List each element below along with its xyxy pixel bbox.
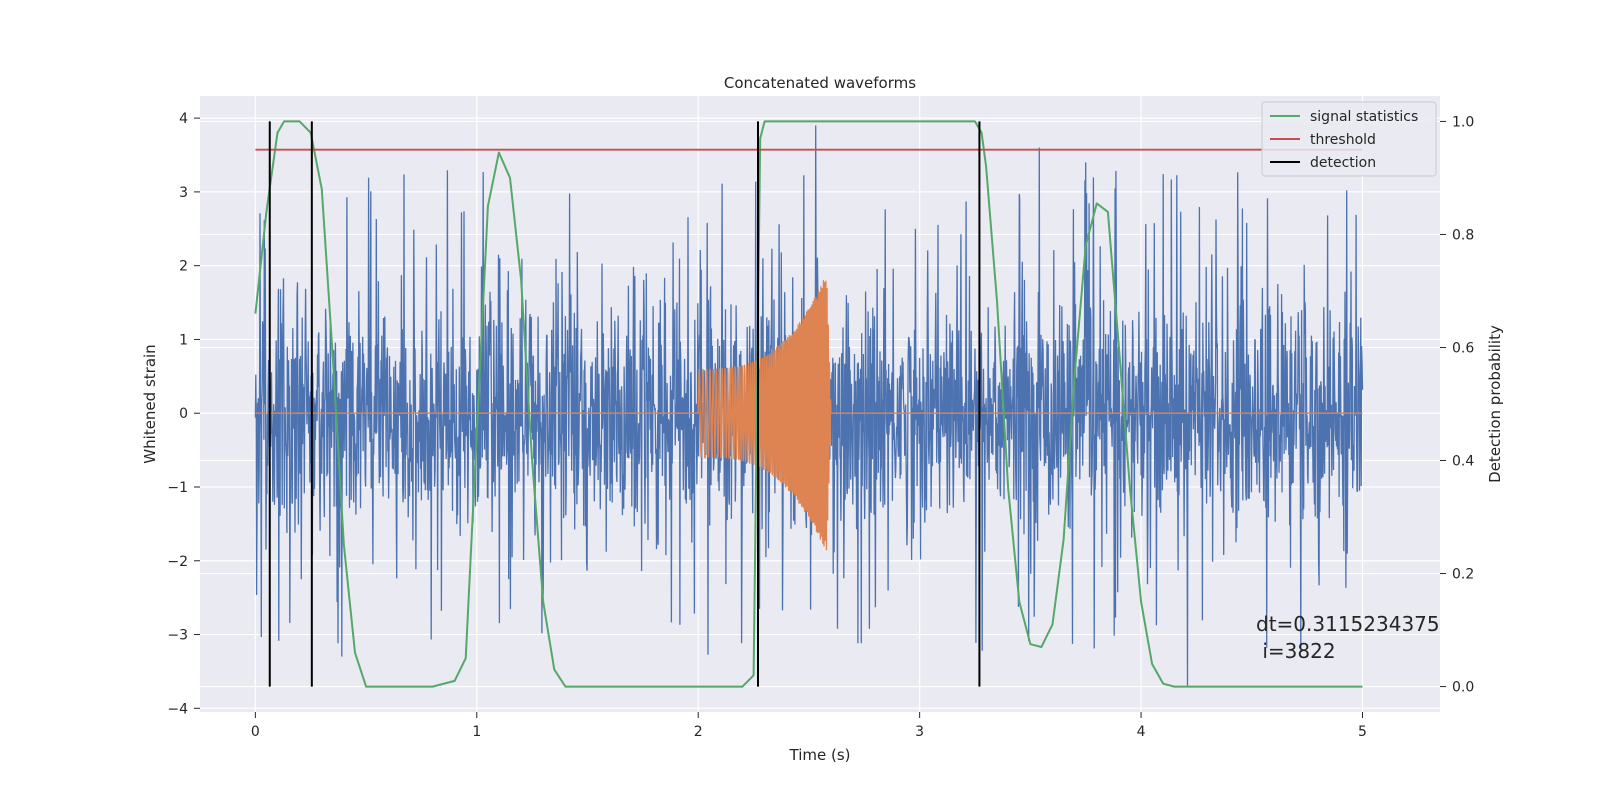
detection-series: [268, 121, 981, 687]
x-tick-label: 3: [915, 724, 924, 740]
legend: signal statistics threshold detection: [1261, 101, 1437, 177]
y-tick-label-right: 0.6: [1452, 340, 1474, 356]
y-tick-label-right: 1.0: [1452, 114, 1474, 130]
y-tick-label-right: 0.2: [1452, 567, 1474, 583]
y-tick-label-left: 3: [179, 185, 188, 201]
x-tick-label: 1: [472, 724, 481, 740]
y-axis-label-right: Detection probability: [1486, 325, 1504, 483]
y-axis-label-left: Whitened strain: [141, 344, 159, 463]
annotation-i: i=3822: [1256, 639, 1336, 663]
y-tick-label-left: −2: [167, 554, 188, 570]
y-tick-label-left: 0: [179, 406, 188, 422]
annotation-dt: dt=0.3115234375: [1256, 612, 1440, 636]
signal-statistics-line: [254, 120, 1363, 688]
y-tick-label-right: 0.4: [1452, 454, 1474, 470]
y-tick-label-left: 2: [179, 259, 188, 275]
y-tick-label-left: 1: [179, 332, 188, 348]
template-line: [255, 280, 1363, 551]
x-tick-label: 5: [1358, 724, 1367, 740]
x-axis-label: Time (s): [789, 746, 851, 764]
axes: 0 1 2 3 4 5 −4 −3 −2 −1 0 1 2 3 4 0.0 0.2 0.4 0.6 0.8 1.0: [167, 111, 1474, 740]
y-tick-label-left: −4: [167, 701, 188, 717]
x-tick-label: 2: [694, 724, 703, 740]
legend-threshold-label: threshold: [1310, 132, 1376, 148]
signal-statistics-series: [254, 120, 1363, 688]
legend-detection-label: detection: [1310, 155, 1376, 171]
x-tick-label: 4: [1137, 724, 1146, 740]
y-tick-label-right: 0.8: [1452, 227, 1474, 243]
y-tick-label-right: 0.0: [1452, 680, 1474, 696]
y-tick-label-left: −1: [167, 480, 188, 496]
y-tick-label-left: −3: [167, 628, 188, 644]
x-tick-label: 0: [251, 724, 260, 740]
y-tick-label-left: 4: [179, 111, 188, 127]
template-series: [255, 280, 1363, 551]
chart-title: Concatenated waveforms: [724, 74, 916, 92]
legend-box: [1261, 101, 1437, 177]
legend-signal-label: signal statistics: [1310, 109, 1418, 125]
